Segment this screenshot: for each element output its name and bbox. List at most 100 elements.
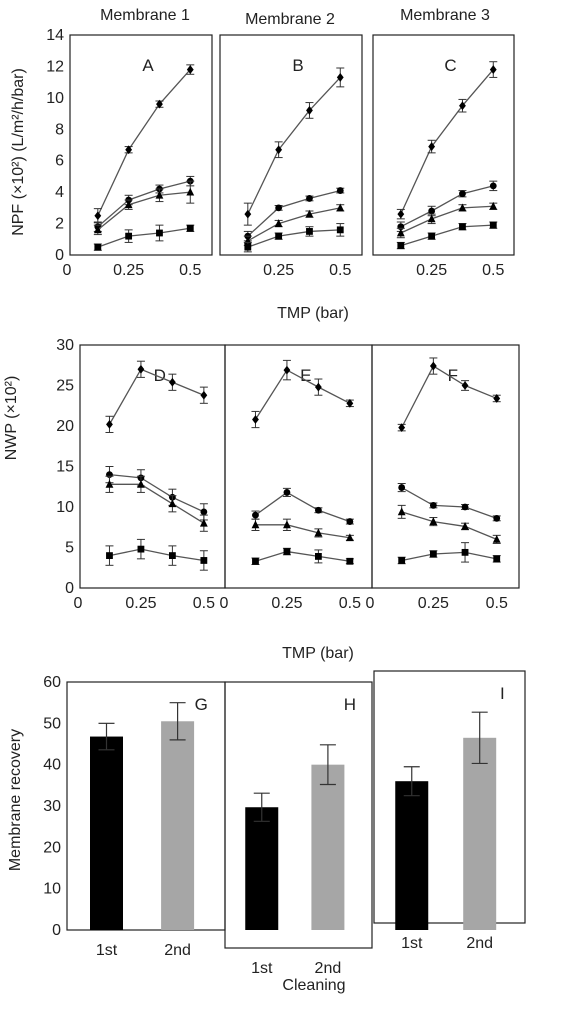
data-point-circle [346,518,354,525]
x-category-label: 2nd [164,942,191,959]
data-point-diamond [106,419,113,429]
series-line-triangle [400,205,494,234]
data-point-circle [459,190,466,198]
y-tick-label: 20 [56,418,74,435]
bar-1st [395,781,429,930]
membrane-3-title: Membrane 3 [400,7,490,24]
x-tick-label: 0.25 [263,262,294,279]
panel-e-label: E [300,366,311,385]
data-point-circle [428,207,436,215]
x-tick-label: 0.5 [339,595,361,612]
series-line-square [401,551,497,562]
x-tick-label: 0.5 [486,595,508,612]
y-tick-label: 6 [55,153,64,170]
data-point-square [489,221,497,229]
series-line-circle [255,491,351,523]
data-point-triangle [429,517,438,525]
y-tick-label: 20 [43,839,61,856]
x-tick-label: 0.5 [482,262,504,279]
data-point-circle [275,204,283,212]
data-point-diamond [398,423,406,433]
data-point-triangle [124,200,133,209]
data-point-square [275,232,283,240]
npf-x-axis-label: TMP (bar) [277,305,349,322]
data-point-circle [283,489,291,496]
data-point-triangle [336,203,345,212]
data-point-diamond [200,390,208,400]
series-line-square [400,224,494,247]
x-tick-label: 0.25 [271,595,302,612]
series-line-diamond [247,76,341,215]
y-tick-label: 25 [56,378,74,395]
data-point-square [125,232,133,240]
data-point-triangle [199,518,208,527]
y-tick-label: 12 [46,58,64,75]
panel-h-frame [224,681,373,949]
panel-f-label: F [448,366,458,385]
x-category-label: 1st [401,935,423,952]
y-tick-label: 10 [56,499,74,516]
data-point-triangle [93,225,102,234]
data-point-square [283,548,291,555]
y-tick-label: 15 [56,459,74,476]
data-point-triangle [251,520,260,529]
data-point-square [336,226,344,234]
series-line-triangle [109,483,205,524]
x-category-label: 2nd [315,960,342,977]
series-line-circle [400,185,494,228]
panel-f-frame [371,344,520,589]
data-point-diamond [168,377,176,387]
series-line-circle [247,189,341,237]
series-line-square [247,229,341,248]
data-point-diamond [252,415,259,424]
x-tick-label: 0.25 [416,262,447,279]
x-tick-label: 0 [220,595,229,612]
series-line-triangle [255,524,350,539]
data-point-circle [398,484,406,491]
data-point-circle [489,182,497,190]
nwp-x-axis-label: TMP (bar) [282,645,354,662]
data-point-diamond [125,145,133,155]
panel-a-frame [69,34,213,256]
panel-h-label: H [344,695,356,714]
x-tick-label: 0 [74,595,83,612]
x-category-label: 1st [251,960,273,977]
series-line-circle [401,486,497,519]
data-point-circle [461,503,469,511]
data-point-diamond [137,364,145,374]
bar-1st [90,736,123,930]
data-point-triangle [105,479,114,488]
data-point-triangle [345,533,354,542]
y-tick-label: 50 [43,715,61,732]
x-tick-label: 0.5 [179,262,201,279]
panel-g-label: G [195,695,208,714]
x-tick-label: 0.25 [125,595,156,612]
data-point-square [137,545,145,553]
membrane-1-title: Membrane 1 [100,7,190,24]
data-point-triangle [155,190,164,199]
bar-2nd [311,764,345,930]
data-point-diamond [397,209,405,219]
data-point-square [398,557,406,564]
y-tick-label: 2 [55,216,64,233]
data-point-triangle [489,201,498,210]
data-point-diamond [283,365,291,375]
y-tick-label: 40 [43,757,61,774]
y-tick-label: 10 [46,90,64,107]
data-point-triangle [458,203,467,212]
data-point-diamond [244,209,252,219]
x-tick-label: 0.25 [418,595,449,612]
data-point-circle [314,506,322,514]
series-line-square [97,227,191,248]
data-point-diamond [489,65,497,74]
series-line-circle [97,180,191,228]
data-point-square [429,550,437,558]
series-line-triangle [97,191,191,231]
data-point-diamond [336,73,344,82]
data-point-diamond [275,145,283,155]
data-point-triangle [137,479,145,488]
data-point-triangle [283,520,291,529]
data-point-square [200,557,208,564]
panel-i-label: I [500,684,505,703]
